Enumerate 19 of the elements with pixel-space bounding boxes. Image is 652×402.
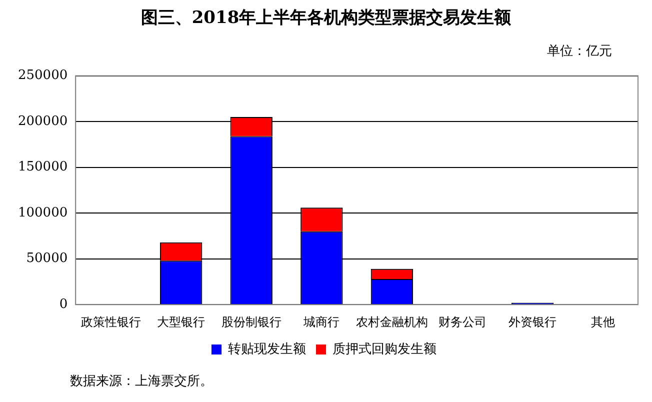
y-tick-label: 150000 xyxy=(18,160,68,175)
x-tick-label: 大型银行 xyxy=(157,314,206,329)
x-tick-label: 外资银行 xyxy=(508,314,557,329)
chart-title: 图三、2018年上半年各机构类型票据交易发生额 xyxy=(140,7,512,29)
x-tick-label: 农村金融机构 xyxy=(356,314,428,329)
y-tick-label: 0 xyxy=(59,296,68,312)
legend-label: 质押式回购发生额 xyxy=(332,342,436,357)
text: 单位：亿元 xyxy=(547,43,612,60)
y-tick-label: 100000 xyxy=(18,205,68,220)
y-tick-label: 50000 xyxy=(26,251,68,266)
legend-label: 转贴现发生额 xyxy=(228,342,306,357)
y-tick-label: 200000 xyxy=(18,114,68,129)
x-tick-label: 城商行 xyxy=(302,314,340,329)
y-tick-label: 250000 xyxy=(18,68,68,84)
x-tick-label: 政策性银行 xyxy=(80,314,141,329)
x-tick-label: 财务公司 xyxy=(438,314,486,329)
x-tick-label: 其他 xyxy=(590,314,615,329)
x-tick-label: 股份制银行 xyxy=(221,314,282,329)
source-note: 数据来源：上海票交所。 xyxy=(70,373,213,390)
